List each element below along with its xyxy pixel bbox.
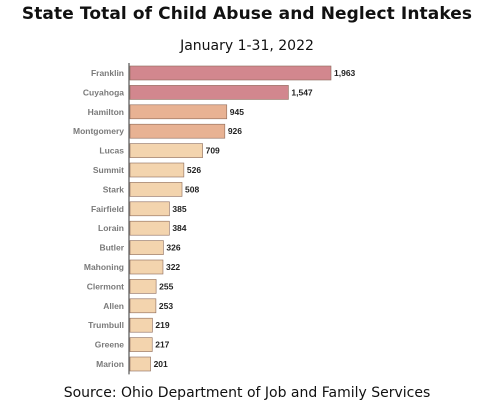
category-label: Franklin [91,68,124,78]
value-label: 201 [154,359,168,369]
value-label: 508 [185,184,199,194]
bar-stark [129,182,183,197]
source-note: Source: Ohio Department of Job and Famil… [63,385,431,401]
value-label: 255 [159,281,173,291]
category-label: Greene [95,340,125,350]
category-label: Cuyahoga [83,87,124,97]
category-label: Clermont [87,281,124,291]
bar-montgomery [129,123,226,139]
bar-mahoning [129,259,164,275]
value-label: 1,963 [334,68,356,78]
category-label: Montgomery [73,126,124,136]
category-label: Stark [103,184,125,194]
bar-lorain [129,220,170,236]
value-label: 709 [206,146,220,156]
category-label: Fairfield [91,204,124,214]
bar-summit [129,162,185,178]
value-label: 945 [230,107,244,117]
value-label: 326 [166,243,180,253]
value-label: 217 [155,340,169,350]
value-label: 384 [172,223,186,233]
bar-hamilton [129,104,228,120]
category-label: Butler [99,243,124,253]
category-label: Mahoning [84,262,124,272]
category-label: Lorain [98,223,124,233]
bar-marion [129,356,151,372]
bar-allen [129,298,157,314]
bar-greene [129,337,153,352]
bar-cuyahoga [129,85,289,100]
category-label: Trumbull [88,320,124,330]
chart-title: State Total of Child Abuse and Neglect I… [21,4,473,24]
category-label: Summit [93,165,124,175]
chart-subtitle: January 1-31, 2022 [180,38,314,54]
bar-clermont [129,279,157,294]
value-label: 322 [166,262,180,272]
category-label: Allen [103,301,124,311]
value-label: 219 [155,320,169,330]
value-label: 253 [159,301,173,311]
bar-franklin [129,65,332,81]
value-label: 926 [228,126,242,136]
value-label: 1,547 [291,87,313,97]
bar-trumbull [129,317,153,333]
value-label: 526 [187,165,201,175]
value-label: 385 [172,204,186,214]
bar-butler [129,240,164,255]
category-label: Hamilton [88,107,124,117]
bar-lucas [129,143,203,158]
bar-fairfield [129,201,170,217]
category-label: Marion [96,359,124,369]
category-label: Lucas [99,146,124,156]
